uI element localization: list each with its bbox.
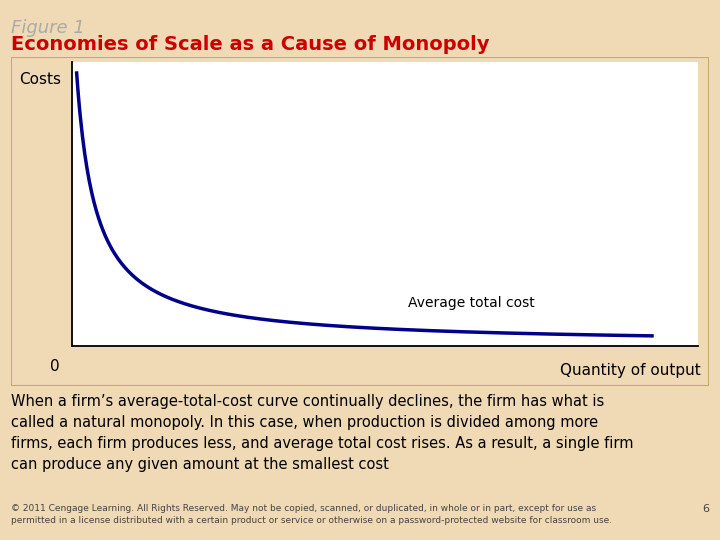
Text: © 2011 Cengage Learning. All Rights Reserved. May not be copied, scanned, or dup: © 2011 Cengage Learning. All Rights Rese… — [11, 504, 612, 525]
Text: Average total cost: Average total cost — [408, 296, 535, 310]
Text: 0: 0 — [50, 359, 59, 374]
Text: Figure 1: Figure 1 — [11, 19, 85, 37]
Text: Costs: Costs — [19, 71, 61, 86]
Text: 6: 6 — [702, 504, 709, 514]
Text: Economies of Scale as a Cause of Monopoly: Economies of Scale as a Cause of Monopol… — [11, 35, 490, 54]
Text: Quantity of output: Quantity of output — [560, 363, 701, 378]
Text: When a firm’s average-total-cost curve continually declines, the firm has what i: When a firm’s average-total-cost curve c… — [11, 394, 634, 472]
